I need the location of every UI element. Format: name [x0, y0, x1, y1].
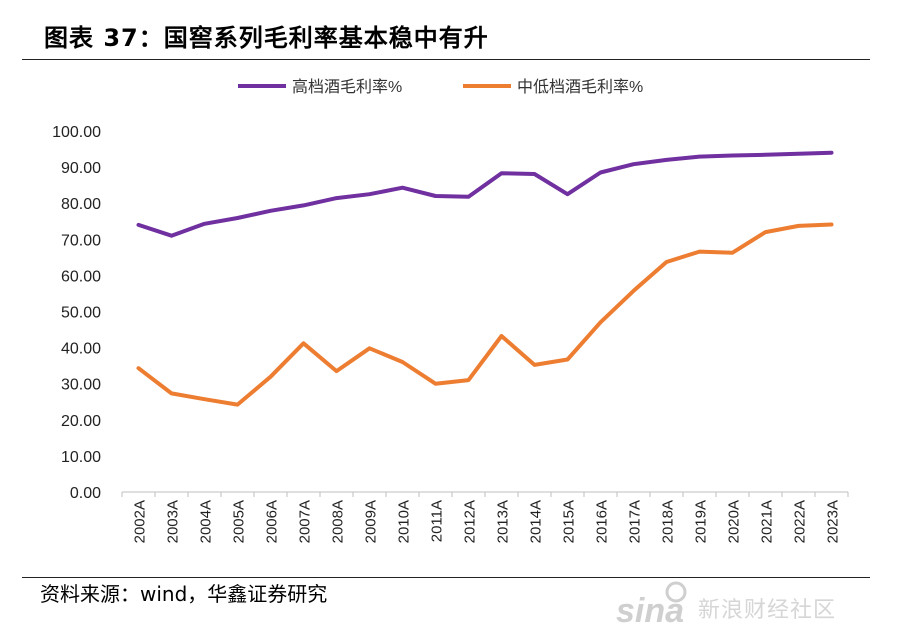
sina-logo-icon: sina — [616, 581, 687, 630]
x-tick-label: 2014A — [528, 500, 545, 543]
x-tick-label: 2003A — [165, 500, 182, 543]
x-tick-label: 2023A — [825, 500, 842, 543]
watermark: sina 新浪财经社区 — [612, 578, 882, 636]
y-tick-label: 50.00 — [61, 305, 101, 322]
x-tick-label: 2006A — [264, 500, 281, 543]
x-tick-label: 2020A — [726, 500, 743, 543]
x-tick-label: 2022A — [792, 500, 809, 543]
x-tick-label: 2007A — [297, 500, 314, 543]
y-axis: 0.00 10.00 20.00 30.00 40.00 50.00 60.00 70.00 8… — [52, 124, 101, 502]
x-tick-label: 2013A — [495, 500, 512, 543]
x-axis: 2002A 2003A 2004A 2005A 2006A 2007A 2008A 2009A… — [121, 491, 849, 543]
x-tick-label: 2002A — [132, 500, 149, 543]
x-tick-label: 2009A — [363, 500, 380, 543]
sina-logo-text: sina — [616, 592, 684, 630]
top-divider — [22, 59, 870, 60]
y-tick-label: 0.00 — [70, 485, 101, 502]
y-tick-label: 100.00 — [52, 124, 101, 141]
y-tick-label: 90.00 — [61, 160, 101, 177]
series-line-1 — [136, 222, 834, 407]
y-tick-label: 80.00 — [61, 196, 101, 213]
chart-title: 图表 37：国窖系列毛利率基本稳中有升 — [44, 24, 489, 52]
x-tick-label: 2018A — [660, 500, 677, 543]
x-tick-label: 2004A — [198, 500, 215, 543]
x-tick-label: 2010A — [396, 500, 413, 543]
bottom-divider — [22, 577, 870, 578]
y-tick-label: 20.00 — [61, 413, 101, 430]
x-tick-label: 2012A — [462, 500, 479, 543]
series-line-0 — [136, 150, 834, 238]
y-tick-label: 70.00 — [61, 232, 101, 249]
watermark-text: 新浪财经社区 — [698, 598, 837, 623]
legend-label: 中低档酒毛利率% — [517, 78, 643, 96]
source-note: 资料来源：wind，华鑫证券研究 — [40, 582, 328, 606]
x-tick-label: 2008A — [330, 500, 347, 543]
x-tick-label: 2015A — [561, 500, 578, 543]
legend-label: 高档酒毛利率% — [292, 78, 402, 96]
y-tick-label: 60.00 — [61, 268, 101, 285]
x-tick-label: 2016A — [594, 500, 611, 543]
legend: 高档酒毛利率% 中低档酒毛利率% — [238, 78, 643, 96]
series-lines — [136, 150, 834, 407]
y-tick-label: 30.00 — [61, 377, 101, 394]
x-tick-label: 2017A — [627, 500, 644, 543]
y-tick-label: 40.00 — [61, 341, 101, 358]
x-tick-label: 2021A — [759, 500, 776, 543]
x-tick-label: 2011A — [429, 500, 446, 542]
y-tick-label: 10.00 — [61, 449, 101, 466]
x-tick-label: 2005A — [231, 500, 248, 543]
x-tick-label: 2019A — [693, 500, 710, 543]
